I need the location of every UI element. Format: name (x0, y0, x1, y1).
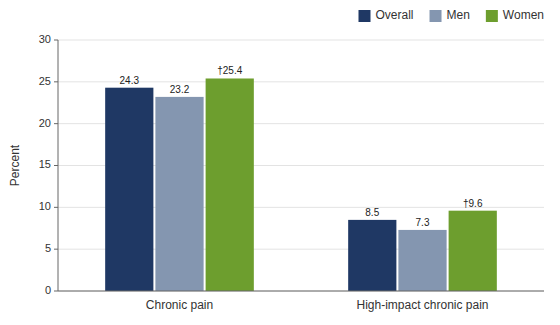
legend-swatch (359, 10, 371, 22)
y-axis-label: Percent (8, 144, 22, 186)
legend: Overall Men Women (359, 8, 545, 22)
data-label: 7.3 (416, 217, 430, 228)
bar (105, 88, 153, 291)
data-label: †25.4 (217, 65, 242, 76)
y-tick-label: 25 (39, 75, 51, 87)
x-axis-line (58, 291, 544, 292)
x-tick-label: High-impact chronic pain (356, 298, 488, 312)
y-tick-label: 0 (45, 284, 51, 296)
y-tick-label: 15 (39, 158, 51, 170)
x-axis: Chronic pain High-impact chronic pain (58, 291, 544, 312)
legend-swatch (430, 10, 442, 22)
legend-label: Women (503, 8, 544, 22)
bar (206, 78, 254, 291)
y-tick-label: 10 (39, 200, 51, 212)
legend-label: Overall (376, 8, 414, 22)
data-label: 24.3 (120, 75, 140, 86)
legend-swatch (486, 10, 498, 22)
chart-svg: 0 5 10 15 20 25 30 Percent 24.3 8.5 23.2 7.3 †25.4 †9… (0, 0, 560, 325)
y-tick (54, 207, 58, 208)
bar (398, 230, 446, 291)
x-tick-label: Chronic pain (146, 298, 213, 312)
y-tick (54, 81, 58, 82)
data-label: 23.2 (170, 84, 190, 95)
y-tick (54, 165, 58, 166)
y-tick-label: 30 (39, 33, 51, 45)
bar (155, 97, 203, 291)
data-label: †9.6 (463, 198, 483, 209)
chart-container: 0 5 10 15 20 25 30 Percent 24.3 8.5 23.2 7.3 †25.4 †9… (0, 0, 560, 325)
y-tick (54, 249, 58, 250)
grid-line (58, 291, 544, 292)
data-label: 8.5 (365, 207, 379, 218)
bars (105, 78, 497, 291)
bar (449, 211, 497, 291)
grid-line (58, 40, 544, 41)
y-axis-line (58, 40, 59, 291)
y-tick-label: 5 (45, 242, 51, 254)
legend-label: Men (447, 8, 470, 22)
y-tick (54, 40, 58, 41)
y-tick (54, 291, 58, 292)
data-labels: 24.3 8.5 23.2 7.3 †25.4 †9.6 (120, 65, 483, 227)
y-tick (54, 123, 58, 124)
y-axis: 0 5 10 15 20 25 30 (39, 33, 544, 296)
y-tick-label: 20 (39, 117, 51, 129)
bar (348, 220, 396, 291)
